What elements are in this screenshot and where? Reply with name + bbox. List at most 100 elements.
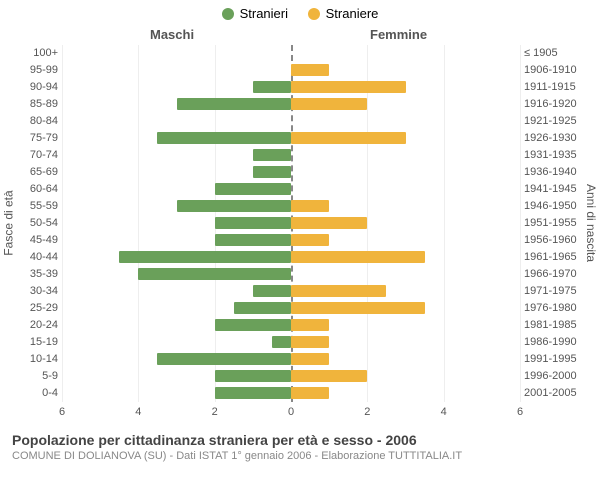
legend: Stranieri Straniere xyxy=(0,0,600,25)
x-axis: 6420246 xyxy=(0,406,600,426)
chart-title: Popolazione per cittadinanza straniera p… xyxy=(12,432,588,448)
bar-female xyxy=(291,353,329,365)
birth-label: 1981-1985 xyxy=(524,317,582,334)
bar-female xyxy=(291,217,367,229)
bar-male xyxy=(215,370,291,382)
age-label: 55-59 xyxy=(18,198,58,215)
bar-row xyxy=(62,368,520,385)
birth-labels: ≤ 19051906-19101911-19151916-19201921-19… xyxy=(520,45,582,402)
bar-row xyxy=(62,181,520,198)
birth-label: 1991-1995 xyxy=(524,351,582,368)
bar-female xyxy=(291,387,329,399)
bar-row xyxy=(62,164,520,181)
x-tick-label: 2 xyxy=(364,406,370,418)
age-label: 70-74 xyxy=(18,147,58,164)
bar-row xyxy=(62,300,520,317)
birth-label: 1906-1910 xyxy=(524,62,582,79)
bar-male xyxy=(215,217,291,229)
bar-female xyxy=(291,285,386,297)
bar-male xyxy=(177,98,292,110)
y-axis-left: Fasce di età xyxy=(0,45,18,402)
legend-swatch-male xyxy=(222,8,234,20)
bar-male xyxy=(234,302,291,314)
legend-label-female: Straniere xyxy=(326,6,379,21)
birth-label: 1951-1955 xyxy=(524,215,582,232)
chart-body: Fasce di età 100+95-9990-9485-8980-8475-… xyxy=(0,45,600,402)
bar-female xyxy=(291,98,367,110)
bar-male xyxy=(253,285,291,297)
header-female: Femmine xyxy=(370,27,427,42)
bar-female xyxy=(291,319,329,331)
x-tick-label: 0 xyxy=(288,406,294,418)
legend-swatch-female xyxy=(308,8,320,20)
column-headers: Maschi Femmine xyxy=(0,25,600,45)
bar-row xyxy=(62,232,520,249)
birth-label: 1956-1960 xyxy=(524,232,582,249)
age-label: 60-64 xyxy=(18,181,58,198)
age-label: 90-94 xyxy=(18,79,58,96)
age-label: 15-19 xyxy=(18,334,58,351)
birth-label: 1996-2000 xyxy=(524,368,582,385)
bar-row xyxy=(62,249,520,266)
bar-male xyxy=(253,166,291,178)
x-tick-label: 4 xyxy=(135,406,141,418)
legend-label-male: Stranieri xyxy=(240,6,288,21)
legend-item-male: Stranieri xyxy=(222,6,288,21)
bar-row xyxy=(62,147,520,164)
age-label: 25-29 xyxy=(18,300,58,317)
birth-label: ≤ 1905 xyxy=(524,45,582,62)
birth-label: 1931-1935 xyxy=(524,147,582,164)
bar-row xyxy=(62,283,520,300)
age-label: 20-24 xyxy=(18,317,58,334)
bar-male xyxy=(119,251,291,263)
chart-subtitle: COMUNE DI DOLIANOVA (SU) - Dati ISTAT 1°… xyxy=(12,450,588,462)
bar-male xyxy=(138,268,291,280)
birth-label: 1966-1970 xyxy=(524,266,582,283)
birth-label: 1941-1945 xyxy=(524,181,582,198)
bar-row xyxy=(62,62,520,79)
age-label: 45-49 xyxy=(18,232,58,249)
bar-male xyxy=(215,319,291,331)
bar-female xyxy=(291,234,329,246)
bar-row xyxy=(62,334,520,351)
bar-male xyxy=(177,200,292,212)
bar-row xyxy=(62,385,520,402)
age-label: 85-89 xyxy=(18,96,58,113)
age-label: 50-54 xyxy=(18,215,58,232)
age-label: 30-34 xyxy=(18,283,58,300)
bar-row xyxy=(62,96,520,113)
footer: Popolazione per cittadinanza straniera p… xyxy=(0,426,600,462)
age-label: 35-39 xyxy=(18,266,58,283)
bar-male xyxy=(272,336,291,348)
bar-male xyxy=(253,81,291,93)
age-label: 65-69 xyxy=(18,164,58,181)
birth-label: 1976-1980 xyxy=(524,300,582,317)
gridline xyxy=(520,45,521,402)
x-tick-label: 2 xyxy=(212,406,218,418)
bar-male xyxy=(253,149,291,161)
bar-female xyxy=(291,336,329,348)
bar-female xyxy=(291,81,406,93)
chart-container: Stranieri Straniere Maschi Femmine Fasce… xyxy=(0,0,600,500)
birth-label: 1926-1930 xyxy=(524,130,582,147)
x-tick-label: 6 xyxy=(59,406,65,418)
bar-row xyxy=(62,198,520,215)
age-label: 100+ xyxy=(18,45,58,62)
bar-male xyxy=(157,353,291,365)
age-label: 80-84 xyxy=(18,113,58,130)
age-label: 95-99 xyxy=(18,62,58,79)
bar-female xyxy=(291,132,406,144)
bar-female xyxy=(291,302,425,314)
bar-row xyxy=(62,45,520,62)
birth-label: 1961-1965 xyxy=(524,249,582,266)
birth-label: 1936-1940 xyxy=(524,164,582,181)
plot-area xyxy=(62,45,520,402)
bar-row xyxy=(62,130,520,147)
bar-female xyxy=(291,64,329,76)
x-tick-label: 6 xyxy=(517,406,523,418)
birth-label: 1916-1920 xyxy=(524,96,582,113)
age-label: 0-4 xyxy=(18,385,58,402)
bar-row xyxy=(62,215,520,232)
y-axis-left-label: Fasce di età xyxy=(2,190,16,255)
age-label: 40-44 xyxy=(18,249,58,266)
